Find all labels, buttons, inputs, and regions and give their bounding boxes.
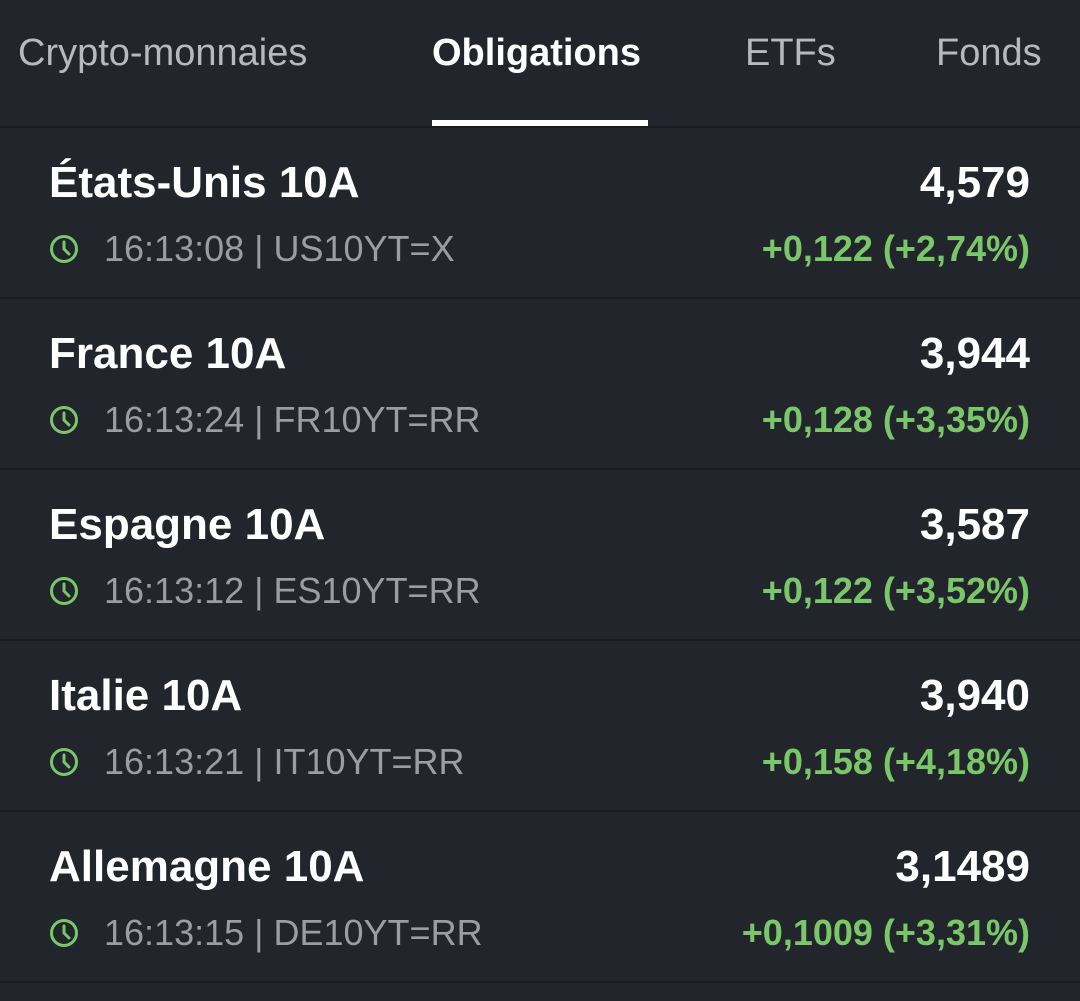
bond-change: +0,122 (+3,52%) [761, 570, 1030, 611]
bond-change: +0,158 (+4,18%) [761, 741, 1030, 782]
bond-yield: 3,587 [919, 500, 1030, 549]
clock-icon [50, 577, 78, 605]
clock-icon [50, 235, 78, 263]
bond-yield: 3,944 [919, 329, 1030, 378]
tab-crypto[interactable]: Crypto-monnaies [18, 32, 308, 74]
bond-time-symbol: 16:13:15 | DE10YT=RR [104, 912, 483, 953]
bond-meta: 16:13:08 | US10YT=X [49, 226, 455, 272]
bond-meta: 16:13:24 | FR10YT=RR [49, 397, 481, 443]
bond-time-symbol: 16:13:08 | US10YT=X [104, 228, 455, 269]
tab-fonds[interactable]: Fonds [936, 32, 1042, 74]
bond-row-espagne[interactable]: Espagne 10A 3,587 16:13:12 | ES10YT=RR +… [0, 470, 1080, 641]
bond-yield: 3,940 [919, 671, 1030, 720]
bond-row-france[interactable]: France 10A 3,944 16:13:24 | FR10YT=RR +0… [0, 299, 1080, 470]
tab-etfs[interactable]: ETFs [745, 32, 836, 74]
category-tabs: Crypto-monnaies Obligations ETFs Fonds [0, 0, 1080, 128]
bond-name: Italie 10A [49, 671, 243, 720]
clock-icon [50, 748, 78, 776]
bond-change: +0,122 (+2,74%) [761, 228, 1030, 269]
bond-list: États-Unis 10A 4,579 16:13:08 | US10YT=X… [0, 128, 1080, 983]
bond-change: +0,128 (+3,35%) [761, 399, 1030, 440]
bond-row-italie[interactable]: Italie 10A 3,940 16:13:21 | IT10YT=RR +0… [0, 641, 1080, 812]
bond-name: Allemagne 10A [49, 842, 365, 891]
bond-row-us[interactable]: États-Unis 10A 4,579 16:13:08 | US10YT=X… [0, 128, 1080, 299]
tab-obligations[interactable]: Obligations [432, 32, 641, 74]
bond-time-symbol: 16:13:12 | ES10YT=RR [104, 570, 481, 611]
bond-name: France 10A [49, 329, 287, 378]
active-tab-indicator [432, 120, 648, 126]
clock-icon [50, 919, 78, 947]
bond-name: Espagne 10A [49, 500, 326, 549]
bond-meta: 16:13:12 | ES10YT=RR [49, 568, 481, 614]
bond-time-symbol: 16:13:24 | FR10YT=RR [104, 399, 481, 440]
clock-icon [50, 406, 78, 434]
bond-yield: 3,1489 [895, 842, 1030, 891]
bond-meta: 16:13:15 | DE10YT=RR [49, 910, 483, 956]
bond-meta: 16:13:21 | IT10YT=RR [49, 739, 465, 785]
bond-change: +0,1009 (+3,31%) [741, 912, 1030, 953]
bond-time-symbol: 16:13:21 | IT10YT=RR [104, 741, 465, 782]
bond-name: États-Unis 10A [49, 158, 360, 207]
bond-yield: 4,579 [919, 158, 1030, 207]
bond-row-allemagne[interactable]: Allemagne 10A 3,1489 16:13:15 | DE10YT=R… [0, 812, 1080, 983]
